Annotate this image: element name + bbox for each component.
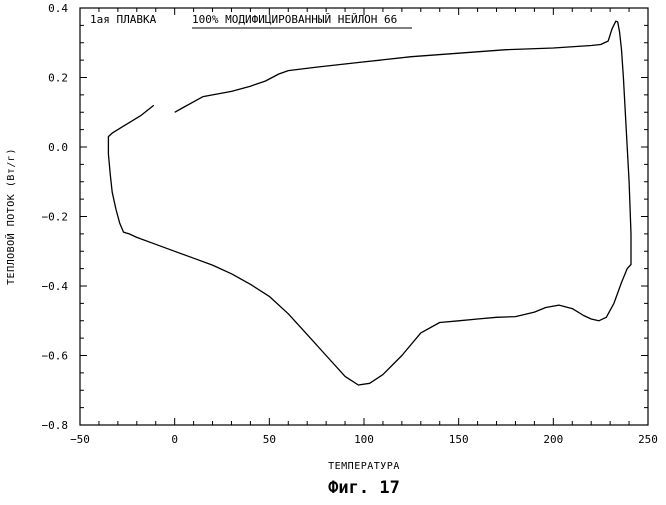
curve-segment: [108, 21, 631, 385]
x-axis-title: ТЕМПЕРАТУРА: [328, 461, 400, 472]
y-axis-title: ТЕПЛОВОЙ ПОТОК (Вт/г): [4, 148, 17, 285]
x-tick-label: 100: [354, 433, 374, 446]
legend-sample-label: 100% МОДИФИЦИРОВАННЫЙ НЕЙЛОН 66: [192, 13, 397, 26]
y-tick-label: 0.0: [48, 141, 68, 154]
x-tick-label: 0: [171, 433, 178, 446]
x-tick-label: 200: [543, 433, 563, 446]
y-tick-label: −0.6: [42, 350, 69, 363]
y-tick-label: −0.2: [42, 211, 69, 224]
y-tick-label: −0.4: [42, 280, 69, 293]
y-tick-label: 0.2: [48, 72, 68, 85]
x-tick-label: 50: [263, 433, 276, 446]
y-tick-label: 0.4: [48, 2, 68, 15]
x-tick-label: 150: [449, 433, 469, 446]
y-tick-label: −0.8: [42, 419, 69, 432]
plot-area-frame: [80, 8, 648, 425]
tick-marks: [80, 8, 648, 425]
figure-caption: Фиг. 17: [328, 478, 400, 498]
heat-flow-curve: [108, 21, 631, 385]
legend-run-label: 1ая ПЛАВКА: [90, 13, 157, 26]
x-tick-label: 250: [638, 433, 658, 446]
x-tick-label: −50: [70, 433, 90, 446]
